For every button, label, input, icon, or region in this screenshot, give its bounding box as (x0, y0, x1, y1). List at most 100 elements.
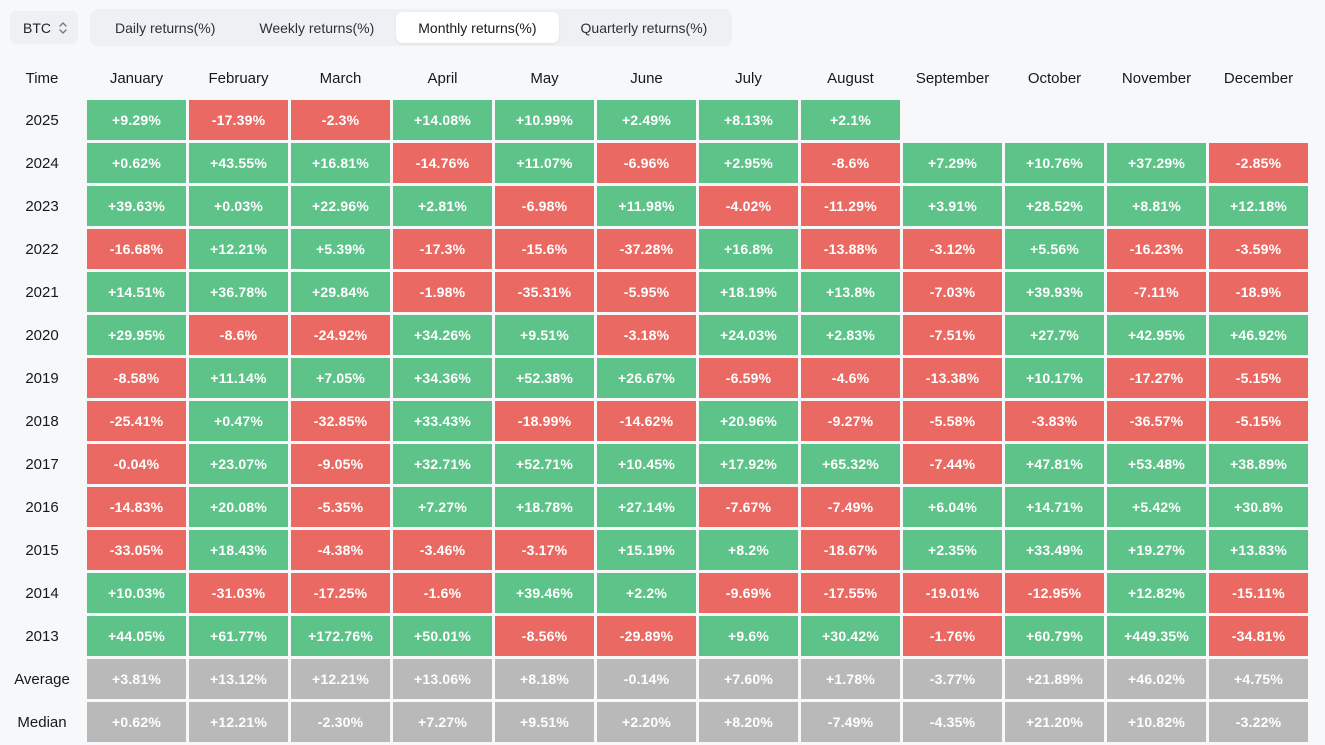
return-cell: -6.98% (495, 186, 594, 226)
return-cell: +39.93% (1005, 272, 1104, 312)
return-cell: +22.96% (291, 186, 390, 226)
return-cell: +13.06% (393, 659, 492, 699)
return-cell: +3.81% (87, 659, 186, 699)
tab-daily[interactable]: Daily returns(%) (115, 19, 216, 36)
return-cell: -3.83% (1005, 401, 1104, 441)
return-cell: +33.43% (393, 401, 492, 441)
return-cell: +43.55% (189, 143, 288, 183)
return-cell: +0.62% (87, 702, 186, 742)
return-cell: +172.76% (291, 616, 390, 656)
return-cell: +19.27% (1107, 530, 1206, 570)
return-cell: -15.11% (1209, 573, 1308, 613)
return-cell: +34.36% (393, 358, 492, 398)
return-cell: +30.8% (1209, 487, 1308, 527)
return-cell: +52.71% (495, 444, 594, 484)
return-cell: -36.57% (1107, 401, 1206, 441)
return-cell: +449.35% (1107, 616, 1206, 656)
return-cell: -5.95% (597, 272, 696, 312)
return-cell: -7.49% (801, 487, 900, 527)
return-cell: +2.49% (597, 100, 696, 140)
column-header-time: Time (25, 70, 59, 87)
return-cell: +65.32% (801, 444, 900, 484)
return-cell: -7.11% (1107, 272, 1206, 312)
row-label-2018: 2018 (25, 412, 59, 430)
return-cell: -2.85% (1209, 143, 1308, 183)
symbol-select[interactable]: BTC (10, 11, 78, 44)
row-label-2022: 2022 (25, 240, 59, 258)
return-cell (903, 100, 1002, 140)
tab-quarterly[interactable]: Quarterly returns(%) (580, 19, 708, 36)
column-header-december: December (1223, 70, 1294, 87)
column-header-october: October (1027, 70, 1082, 87)
return-cell: +20.08% (189, 487, 288, 527)
return-cell: +2.81% (393, 186, 492, 226)
return-cell: -24.92% (291, 315, 390, 355)
return-cell: -3.12% (903, 229, 1002, 269)
row-label-2015: 2015 (25, 541, 59, 559)
return-cell: +3.91% (903, 186, 1002, 226)
row-label-2019: 2019 (25, 369, 59, 387)
return-cell: -31.03% (189, 573, 288, 613)
return-cell: +5.39% (291, 229, 390, 269)
return-cell: -3.46% (393, 530, 492, 570)
return-cell: -2.30% (291, 702, 390, 742)
return-cell: -35.31% (495, 272, 594, 312)
return-cell: +46.92% (1209, 315, 1308, 355)
return-cell: +39.63% (87, 186, 186, 226)
return-cell: -3.17% (495, 530, 594, 570)
return-cell: -5.15% (1209, 358, 1308, 398)
return-cell: +7.27% (393, 702, 492, 742)
return-cell: +32.71% (393, 444, 492, 484)
return-cell: +46.02% (1107, 659, 1206, 699)
return-cell: +7.29% (903, 143, 1002, 183)
return-cell: +5.42% (1107, 487, 1206, 527)
return-cell: -0.04% (87, 444, 186, 484)
tab-monthly[interactable]: Monthly returns(%) (396, 12, 559, 43)
return-cell: +29.84% (291, 272, 390, 312)
return-cell: +16.8% (699, 229, 798, 269)
return-cell: -5.35% (291, 487, 390, 527)
return-cell: -4.6% (801, 358, 900, 398)
return-cell: -19.01% (903, 573, 1002, 613)
return-cell: -16.68% (87, 229, 186, 269)
return-cell: +13.12% (189, 659, 288, 699)
return-cell: +37.29% (1107, 143, 1206, 183)
return-cell: +30.42% (801, 616, 900, 656)
return-cell: -17.55% (801, 573, 900, 613)
return-cell: -8.58% (87, 358, 186, 398)
return-cell: +11.98% (597, 186, 696, 226)
return-cell: +9.51% (495, 315, 594, 355)
return-cell: -7.67% (699, 487, 798, 527)
return-cell: -0.14% (597, 659, 696, 699)
return-cell: +10.76% (1005, 143, 1104, 183)
column-header-january: January (109, 70, 164, 87)
return-cell: +20.96% (699, 401, 798, 441)
row-label-2016: 2016 (25, 498, 59, 516)
return-cell: -1.98% (393, 272, 492, 312)
return-cell: +2.2% (597, 573, 696, 613)
column-header-february: February (208, 70, 269, 87)
row-label-2020: 2020 (25, 326, 59, 344)
return-cell: -5.15% (1209, 401, 1308, 441)
return-cell: +16.81% (291, 143, 390, 183)
return-cell: +61.77% (189, 616, 288, 656)
return-cell: +12.18% (1209, 186, 1308, 226)
return-cell: +2.83% (801, 315, 900, 355)
return-cell: -18.67% (801, 530, 900, 570)
return-cell: +9.51% (495, 702, 594, 742)
tab-weekly[interactable]: Weekly returns(%) (259, 19, 375, 36)
return-cell: -5.58% (903, 401, 1002, 441)
return-cell: +10.99% (495, 100, 594, 140)
return-cell: -17.25% (291, 573, 390, 613)
return-cell: +60.79% (1005, 616, 1104, 656)
return-cell: +2.35% (903, 530, 1002, 570)
return-cell: +0.03% (189, 186, 288, 226)
return-cell (1005, 100, 1104, 140)
return-cell: +1.78% (801, 659, 900, 699)
return-cell: -8.56% (495, 616, 594, 656)
return-cell: +44.05% (87, 616, 186, 656)
return-cell: +50.01% (393, 616, 492, 656)
return-cell: -37.28% (597, 229, 696, 269)
return-cell: +18.78% (495, 487, 594, 527)
